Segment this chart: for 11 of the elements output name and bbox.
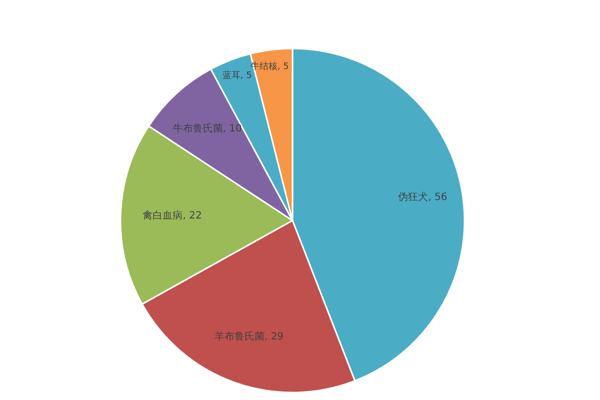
data-label: , 5 bbox=[277, 62, 289, 72]
data-label: , 22 bbox=[182, 210, 202, 222]
slice-label: 伪狂犬 bbox=[398, 191, 428, 204]
data-label: , 10 bbox=[222, 124, 242, 135]
slice-label: 羊布鲁氏菌 bbox=[214, 330, 264, 342]
data-label: , 5 bbox=[240, 71, 252, 82]
data-label: , 56 bbox=[428, 192, 448, 204]
slice-label: 禽白血病 bbox=[142, 209, 183, 222]
slice-label: 牛布鲁氏菌 bbox=[172, 122, 223, 135]
slice-label: 蓝耳 bbox=[222, 70, 240, 82]
data-label: , 29 bbox=[264, 331, 284, 342]
